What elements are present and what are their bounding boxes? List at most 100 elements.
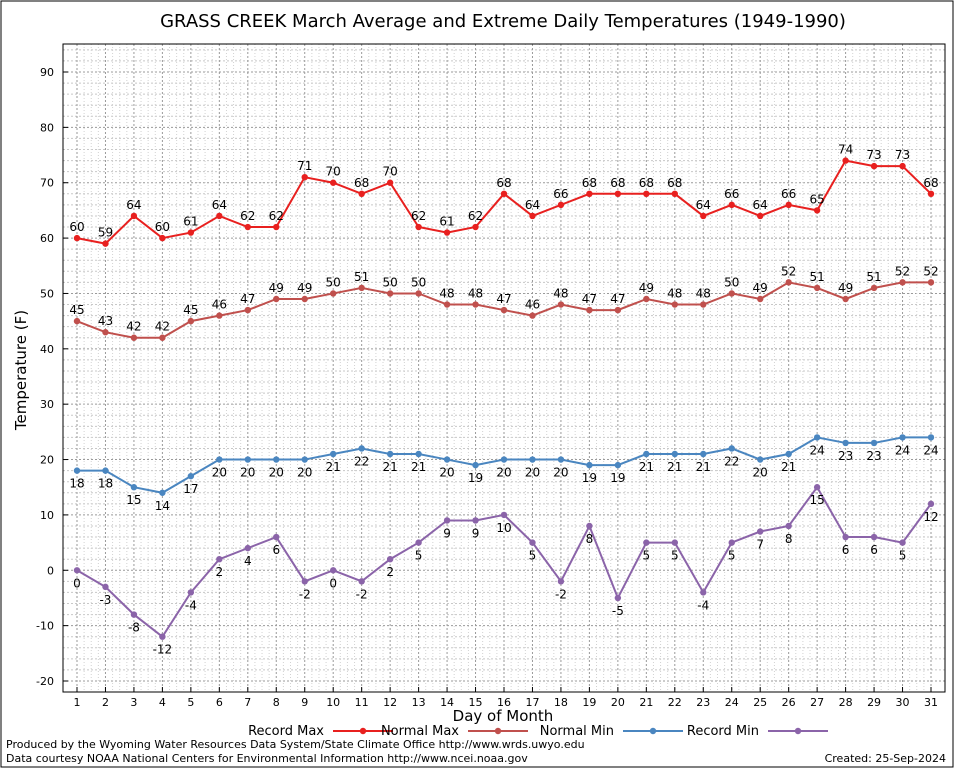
data-label: 74 xyxy=(838,143,853,157)
data-label: 60 xyxy=(69,220,84,234)
y-axis-label: Temperature (F) xyxy=(12,310,30,431)
data-point xyxy=(187,229,195,236)
x-tick-label: 22 xyxy=(668,696,682,709)
data-point xyxy=(529,212,536,220)
data-point xyxy=(643,450,650,458)
data-label: 66 xyxy=(724,187,739,201)
x-axis-ticks: 1 2 3 4 5 6 7 8 9 10 11 12 13 14 15 16 17 18 19 20 21 22 23 24 2… xyxy=(74,687,938,709)
x-tick-label: 16 xyxy=(497,696,511,709)
y-tick-label: 40 xyxy=(40,343,54,356)
data-point xyxy=(386,450,394,458)
data-label: 9 xyxy=(472,526,480,540)
x-tick-label: 29 xyxy=(867,696,881,709)
data-label: 20 xyxy=(212,466,227,480)
data-label: 71 xyxy=(297,159,312,173)
data-point xyxy=(529,312,536,319)
data-label: 20 xyxy=(240,466,255,480)
legend-marker xyxy=(794,727,802,735)
data-label: 46 xyxy=(212,298,227,312)
data-point xyxy=(130,484,138,491)
data-point xyxy=(813,484,821,491)
x-tick-label: 28 xyxy=(839,696,853,709)
x-tick-label: 9 xyxy=(301,696,308,709)
data-point xyxy=(643,295,650,303)
legend-marker xyxy=(649,727,657,735)
data-point xyxy=(472,517,479,524)
data-label: 21 xyxy=(696,460,711,474)
data-label: 45 xyxy=(183,303,198,317)
data-label: 14 xyxy=(155,499,170,513)
data-point xyxy=(73,234,81,242)
data-point xyxy=(757,456,764,463)
x-tick-label: 1 xyxy=(74,696,81,709)
data-point xyxy=(273,533,280,541)
data-label: 48 xyxy=(468,287,483,301)
legend: Record Max Normal Max Normal Min Record Min xyxy=(248,724,828,739)
data-label: 68 xyxy=(639,176,654,190)
data-label: 20 xyxy=(496,466,511,480)
x-tick-label: 31 xyxy=(924,696,938,709)
data-point xyxy=(244,544,251,552)
data-label: 24 xyxy=(809,443,824,457)
data-label: 5 xyxy=(415,549,423,563)
data-point xyxy=(700,212,707,220)
legend-label: Record Min xyxy=(687,724,759,739)
data-label: 9 xyxy=(443,526,451,540)
data-point xyxy=(700,589,707,596)
data-point xyxy=(899,539,906,546)
data-point xyxy=(102,240,109,247)
data-label: 21 xyxy=(781,460,796,474)
data-point xyxy=(443,301,451,308)
data-point xyxy=(529,456,536,463)
data-label: -2 xyxy=(299,587,311,601)
x-tick-label: 3 xyxy=(130,696,137,709)
data-label: 22 xyxy=(354,454,369,468)
x-tick-label: 13 xyxy=(412,696,426,709)
legend-label: Normal Min xyxy=(540,724,614,739)
data-label: 5 xyxy=(899,549,907,563)
data-point xyxy=(927,434,935,441)
data-label: 64 xyxy=(753,198,768,212)
x-axis-label: Day of Month xyxy=(453,707,554,725)
data-point xyxy=(415,539,422,546)
data-point xyxy=(586,190,593,197)
data-point xyxy=(728,201,735,209)
y-tick-label: 10 xyxy=(40,509,54,522)
data-point xyxy=(785,201,792,209)
data-point xyxy=(671,450,678,458)
legend-item-normal-max: Normal Max xyxy=(381,724,528,739)
data-point xyxy=(159,234,166,242)
data-label: 6 xyxy=(870,543,878,557)
series-record-max: 60 59 64 60 61 64 62 62 71 70 68 70 62 61 62 68 64 66 68 68… xyxy=(69,143,939,247)
data-label: -8 xyxy=(128,621,140,635)
data-label: 62 xyxy=(411,209,426,223)
data-point xyxy=(301,456,308,463)
data-label: 51 xyxy=(866,270,881,284)
data-point xyxy=(73,317,81,325)
data-label: 20 xyxy=(439,466,454,480)
data-point xyxy=(358,445,365,452)
data-label: 6 xyxy=(842,543,850,557)
y-tick-label: 0 xyxy=(47,564,54,577)
x-tick-label: 4 xyxy=(159,696,166,709)
data-point xyxy=(870,533,878,541)
x-tick-label: 7 xyxy=(244,696,251,709)
data-point xyxy=(216,312,223,319)
x-tick-label: 2 xyxy=(102,696,109,709)
data-point xyxy=(187,589,195,596)
series-record-min: 0 -3 -8 -12 -4 2 4 6 -2 0 -2 2 5 9 9 10 5 -2 8 -5 5 5 -4 5 7 8 15 6… xyxy=(73,484,939,657)
data-label: 23 xyxy=(838,449,853,463)
data-point xyxy=(386,290,394,297)
legend-item-normal-min: Normal Min xyxy=(540,724,683,739)
data-point xyxy=(130,212,138,220)
data-point xyxy=(472,223,479,231)
data-point xyxy=(870,284,878,292)
data-label: 12 xyxy=(923,510,938,524)
data-label: 49 xyxy=(297,281,312,295)
data-point xyxy=(614,594,622,602)
data-label: 24 xyxy=(895,443,910,457)
x-tick-label: 12 xyxy=(383,696,397,709)
data-point xyxy=(757,295,764,303)
data-point xyxy=(187,472,195,480)
